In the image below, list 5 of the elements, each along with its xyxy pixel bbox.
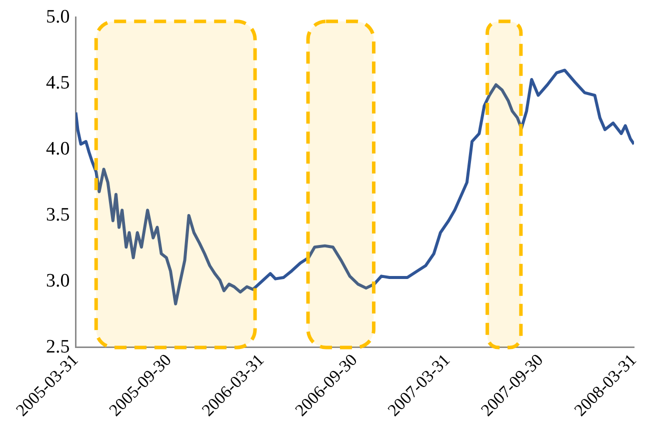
y-tick-label: 4.0: [46, 138, 70, 160]
y-tick-label: 4.5: [46, 72, 70, 94]
y-tick-label: 3.0: [46, 270, 70, 292]
y-tick-label: 3.5: [46, 204, 70, 226]
y-tick-label: 5.0: [46, 6, 70, 28]
